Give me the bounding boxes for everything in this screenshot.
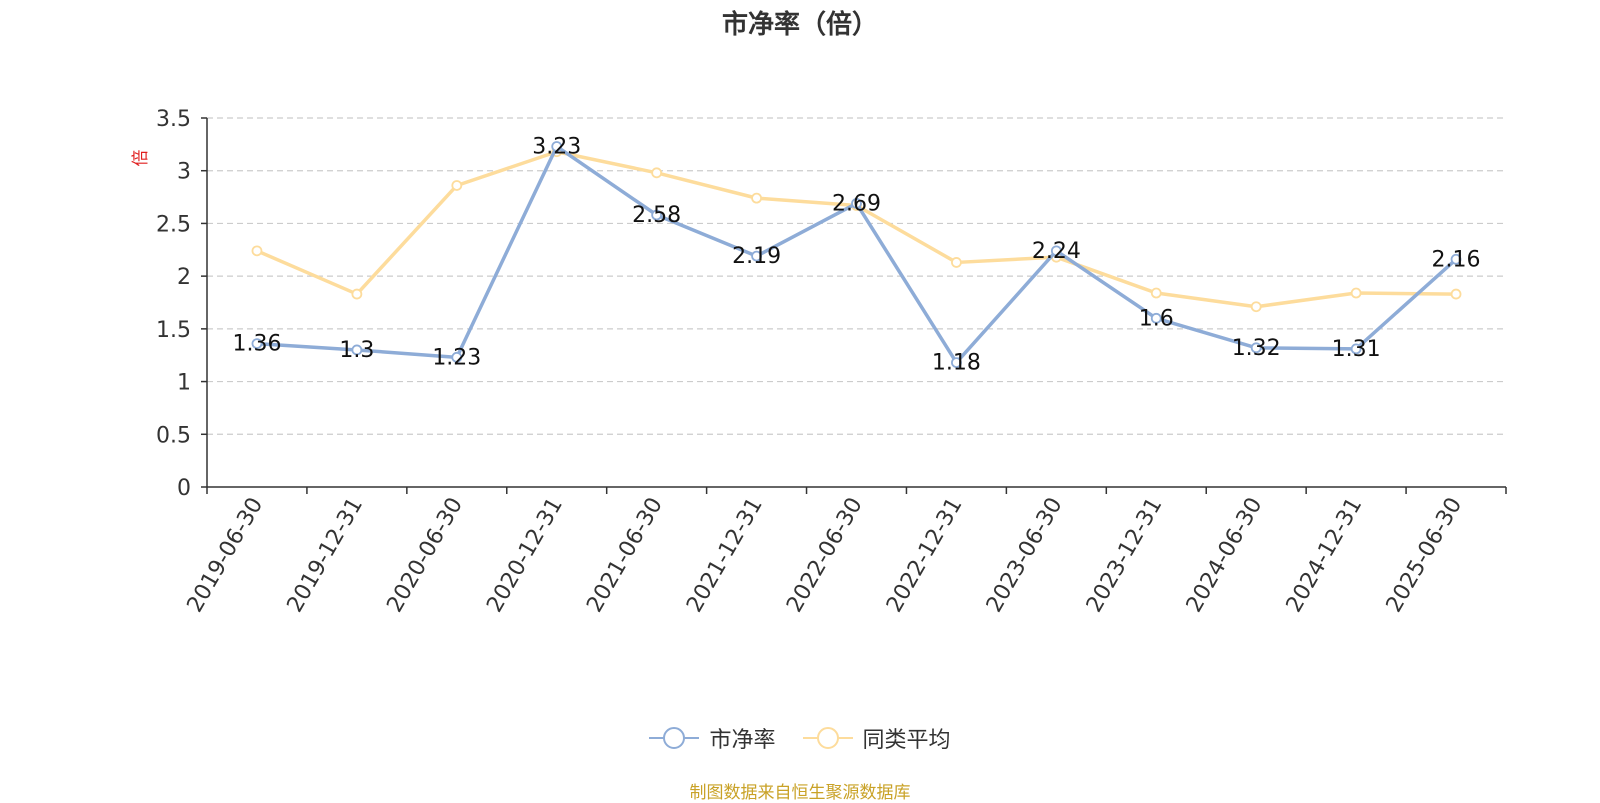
y-tick-label: 2.5 — [156, 212, 191, 237]
x-tick-label: 2019-06-30 — [183, 494, 269, 617]
legend-item-series-2[interactable]: 同类平均 — [802, 722, 951, 754]
legend-item-series-1[interactable]: 市净率 — [649, 722, 776, 754]
series-line — [256, 144, 1458, 365]
y-tick-label: 1.5 — [156, 318, 191, 343]
x-tick-label: 2022-12-31 — [882, 494, 968, 617]
data-label: 2.19 — [732, 244, 781, 269]
series-line — [256, 149, 1457, 309]
data-point — [1250, 342, 1262, 354]
x-tick-label: 2021-06-30 — [582, 494, 668, 617]
data-label: 1.23 — [432, 345, 481, 370]
legend: 市净率 同类平均 — [0, 722, 1600, 757]
legend-label: 市净率 — [709, 728, 776, 753]
x-tick-label: 2022-06-30 — [782, 494, 868, 617]
data-point — [1150, 312, 1162, 324]
x-tick-label: 2020-06-30 — [382, 494, 468, 617]
data-label: 3.23 — [532, 134, 581, 159]
data-point — [1450, 288, 1462, 300]
grid-lines — [207, 117, 1506, 435]
data-point — [951, 257, 962, 268]
data-label: 2.16 — [1432, 247, 1481, 272]
x-tick-label: 2023-06-30 — [982, 494, 1068, 617]
y-tick-label: 1 — [177, 371, 191, 396]
data-point — [751, 192, 762, 204]
y-tick-label: 3.5 — [156, 107, 191, 132]
y-tick-label: 0 — [177, 476, 191, 501]
x-tick-label: 2021-12-31 — [682, 494, 768, 617]
data-labels: 1.36 1.3 1.23 3.23 2.58 2.19 2.69 1.18 2.24 1.6 1.… — [232, 134, 1480, 375]
y-tick-label: 3 — [177, 160, 191, 185]
legend-label: 同类平均 — [862, 728, 951, 753]
y-axis-label: 倍 — [131, 150, 151, 167]
data-label: 1.18 — [932, 351, 981, 376]
legend-line-circle-icon — [649, 727, 700, 749]
data-label: 1.32 — [1232, 336, 1281, 361]
data-point — [551, 141, 563, 152]
data-point — [451, 180, 463, 191]
x-tick-label: 2023-12-31 — [1082, 494, 1168, 617]
data-point — [351, 288, 363, 300]
data-label: 2.58 — [632, 203, 681, 228]
data-label: 2.24 — [1032, 239, 1081, 264]
data-point — [651, 167, 663, 179]
y-tick-label: 0.5 — [156, 423, 191, 448]
data-point — [951, 357, 962, 368]
data-label: 1.3 — [339, 338, 374, 363]
series-lines — [251, 141, 1462, 368]
x-tick-label: 2024-06-30 — [1182, 494, 1268, 617]
x-tick-label: 2020-12-31 — [482, 494, 568, 617]
data-point — [1450, 253, 1462, 265]
x-tick-label: 2024-12-31 — [1282, 494, 1368, 617]
data-point — [851, 197, 862, 209]
data-point — [1150, 287, 1162, 299]
data-label: 1.36 — [232, 332, 281, 357]
data-point — [251, 245, 263, 257]
chart-title: 市净率（倍） — [721, 10, 878, 40]
legend-line-circle-icon — [802, 727, 853, 749]
data-point — [751, 250, 762, 262]
data-point — [651, 209, 663, 221]
data-label: 1.31 — [1332, 337, 1381, 362]
data-point — [1350, 287, 1362, 299]
data-label: 2.69 — [832, 191, 881, 216]
data-label: 1.6 — [1139, 306, 1174, 331]
data-point — [1050, 245, 1062, 257]
x-tick-label: 2025-06-30 — [1382, 494, 1468, 617]
data-point — [251, 338, 263, 350]
x-tick-label: 2019-12-31 — [283, 494, 369, 617]
data-point — [1250, 301, 1262, 313]
source-note: 制图数据来自恒生聚源数据库 — [689, 783, 911, 803]
data-point — [1350, 343, 1362, 355]
data-point — [351, 344, 363, 356]
data-point — [451, 351, 463, 363]
y-tick-label: 2 — [177, 265, 191, 290]
